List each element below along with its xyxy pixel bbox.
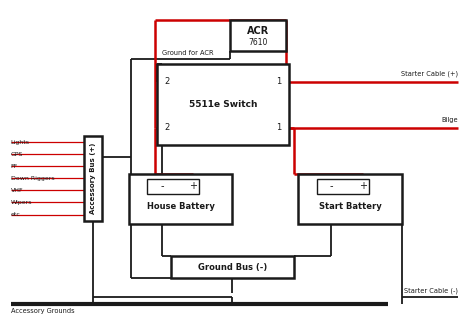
Bar bbox=[157, 64, 289, 146]
Text: 7610: 7610 bbox=[248, 38, 268, 47]
Text: -: - bbox=[160, 181, 164, 191]
Text: +: + bbox=[189, 181, 197, 191]
Bar bbox=[230, 20, 286, 51]
Text: Accessory Grounds: Accessory Grounds bbox=[11, 308, 74, 314]
Bar bbox=[171, 256, 293, 279]
Text: Ground Bus (-): Ground Bus (-) bbox=[198, 263, 267, 272]
Text: ACR: ACR bbox=[247, 26, 269, 36]
Text: 2: 2 bbox=[164, 77, 170, 87]
Text: House Battery: House Battery bbox=[146, 202, 214, 211]
Text: 5511e Switch: 5511e Switch bbox=[189, 100, 257, 109]
Text: Down Riggers: Down Riggers bbox=[11, 176, 55, 181]
Text: -: - bbox=[330, 181, 333, 191]
Text: Accessory Bus (+): Accessory Bus (+) bbox=[90, 143, 96, 214]
Text: Ground for ACR: Ground for ACR bbox=[162, 50, 213, 56]
Bar bbox=[128, 174, 232, 224]
Text: Wipers: Wipers bbox=[11, 200, 32, 205]
Text: Bilge: Bilge bbox=[442, 117, 458, 123]
Text: Starter Cable (-): Starter Cable (-) bbox=[404, 287, 458, 294]
Bar bbox=[84, 136, 102, 221]
Text: VHF: VHF bbox=[11, 188, 23, 193]
Text: 2: 2 bbox=[164, 123, 170, 132]
Text: +: + bbox=[358, 181, 366, 191]
Text: FF: FF bbox=[11, 164, 18, 169]
Text: GPS: GPS bbox=[11, 152, 23, 157]
Text: Lights: Lights bbox=[11, 139, 30, 145]
Bar bbox=[298, 174, 402, 224]
Text: Starter Cable (+): Starter Cable (+) bbox=[401, 71, 458, 77]
Text: etc: etc bbox=[11, 212, 21, 217]
Text: 1: 1 bbox=[276, 123, 281, 132]
Text: Start Battery: Start Battery bbox=[319, 202, 382, 211]
Bar bbox=[147, 178, 199, 194]
Bar bbox=[317, 178, 369, 194]
Text: 1: 1 bbox=[276, 77, 281, 87]
